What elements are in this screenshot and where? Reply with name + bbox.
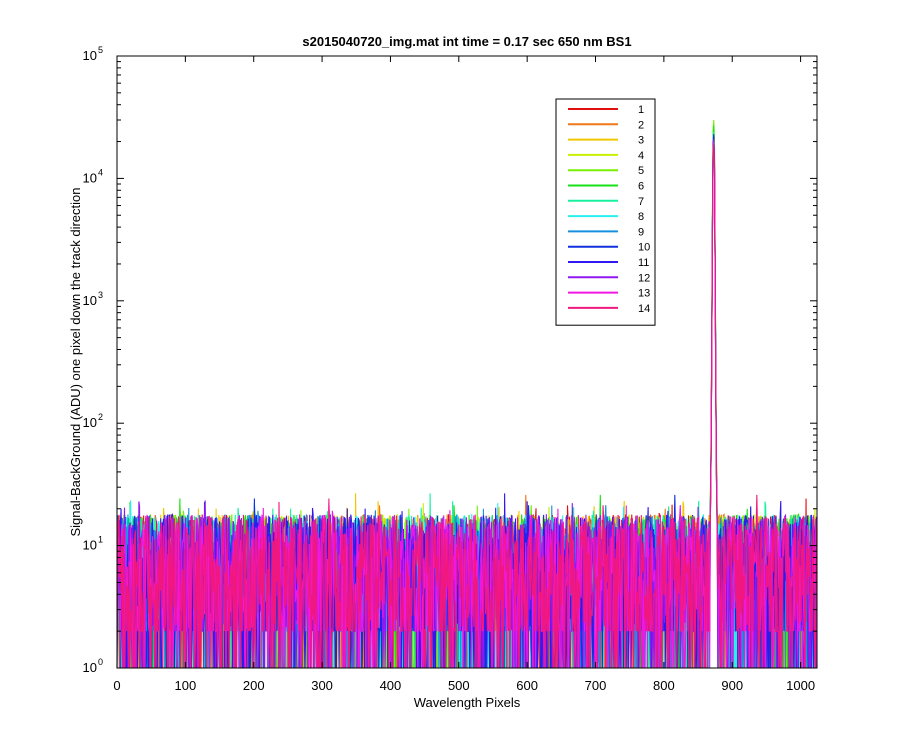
- plot-frame: [116, 55, 818, 669]
- y-tick-exponent: 5: [98, 45, 103, 55]
- x-tick-label: 300: [311, 678, 333, 693]
- y-tick-exponent: 1: [98, 535, 103, 545]
- legend-label-3: 3: [638, 135, 644, 147]
- x-tick-label: 0: [113, 678, 120, 693]
- legend-box: [555, 98, 656, 326]
- y-tick-label: 10: [83, 293, 97, 308]
- legend-label-14: 14: [638, 303, 650, 315]
- legend-label-2: 2: [638, 119, 644, 131]
- y-tick-label: 10: [83, 170, 97, 185]
- y-tick-label: 10: [83, 660, 97, 675]
- y-tick-label: 10: [83, 538, 97, 553]
- x-tick-label: 1000: [786, 678, 815, 693]
- y-tick-label: 10: [83, 48, 97, 63]
- series-line-14: [116, 144, 818, 669]
- y-tick-exponent: 2: [98, 412, 103, 422]
- y-tick-exponent: 4: [98, 167, 103, 177]
- y-tick-exponent: 3: [98, 290, 103, 300]
- legend-label-7: 7: [638, 196, 644, 208]
- legend-label-12: 12: [638, 272, 650, 284]
- legend-label-10: 10: [638, 242, 650, 254]
- legend-label-4: 4: [638, 150, 644, 162]
- x-tick-label: 500: [448, 678, 470, 693]
- legend-label-8: 8: [638, 211, 644, 223]
- y-tick-exponent: 0: [98, 657, 103, 667]
- x-tick-label: 700: [585, 678, 607, 693]
- x-tick-label: 400: [380, 678, 402, 693]
- y-tick-label: 10: [83, 415, 97, 430]
- legend-label-13: 13: [638, 288, 650, 300]
- x-tick-label: 800: [653, 678, 675, 693]
- y-axis-label: Signal-BackGround (ADU) one pixel down t…: [68, 187, 83, 536]
- legend-label-6: 6: [638, 181, 644, 193]
- legend-label-1: 1: [638, 104, 644, 116]
- legend-label-9: 9: [638, 226, 644, 238]
- x-tick-label: 200: [243, 678, 265, 693]
- legend-label-5: 5: [638, 165, 644, 177]
- x-tick-label: 100: [175, 678, 197, 693]
- x-tick-label: 600: [516, 678, 538, 693]
- legend-label-11: 11: [638, 257, 649, 269]
- x-axis-label: Wavelength Pixels: [414, 695, 521, 710]
- x-tick-label: 900: [721, 678, 743, 693]
- chart-title: s2015040720_img.mat int time = 0.17 sec …: [302, 34, 631, 49]
